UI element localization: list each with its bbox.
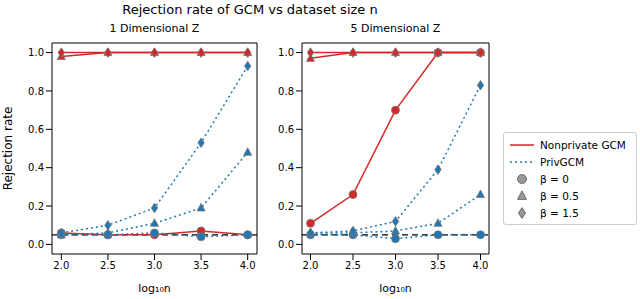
- svg-text:2.0: 2.0: [53, 260, 69, 271]
- svg-text:3.5: 3.5: [193, 260, 209, 271]
- svg-text:log₁₀n: log₁₀n: [138, 282, 171, 295]
- html-text:5 Dimensional Z: 5 Dimensional Z: [350, 22, 441, 35]
- svg-text:PrivGCM: PrivGCM: [540, 156, 584, 168]
- svg-text:3.0: 3.0: [147, 260, 163, 271]
- svg-text:β = 0: β = 0: [540, 173, 569, 185]
- svg-text:0.6: 0.6: [278, 124, 294, 135]
- svg-text:4.0: 4.0: [240, 260, 256, 271]
- svg-text:Nonprivate GCM: Nonprivate GCM: [540, 139, 626, 151]
- svg-text:0.0: 0.0: [278, 239, 294, 250]
- svg-text:0.4: 0.4: [28, 162, 44, 173]
- html-text:1 Dimensional Z: 1 Dimensional Z: [109, 22, 200, 35]
- svg-text:log₁₀n: log₁₀n: [379, 282, 412, 295]
- svg-text:2.5: 2.5: [100, 260, 116, 271]
- svg-text:0.4: 0.4: [278, 162, 294, 173]
- svg-text:2.0: 2.0: [303, 260, 319, 271]
- svg-text:0.8: 0.8: [278, 86, 294, 97]
- svg-text:4.0: 4.0: [473, 260, 489, 271]
- svg-text:0.6: 0.6: [28, 124, 44, 135]
- html-text:Rejection rate of GCM vs datas: Rejection rate of GCM vs dataset size n: [122, 2, 378, 17]
- svg-text:1.0: 1.0: [28, 47, 44, 58]
- svg-text:0.0: 0.0: [28, 239, 44, 250]
- svg-text:2.5: 2.5: [345, 260, 361, 271]
- svg-text:β = 1.5: β = 1.5: [540, 207, 579, 219]
- svg-text:β = 0.5: β = 0.5: [540, 190, 579, 202]
- svg-text:3.5: 3.5: [430, 260, 446, 271]
- svg-text:0.2: 0.2: [278, 201, 294, 212]
- svg-text:3.0: 3.0: [388, 260, 404, 271]
- svg-text:Rejection rate: Rejection rate: [8, 107, 15, 191]
- svg-text:0.8: 0.8: [28, 86, 44, 97]
- svg-text:0.2: 0.2: [28, 201, 44, 212]
- svg-text:1.0: 1.0: [278, 47, 294, 58]
